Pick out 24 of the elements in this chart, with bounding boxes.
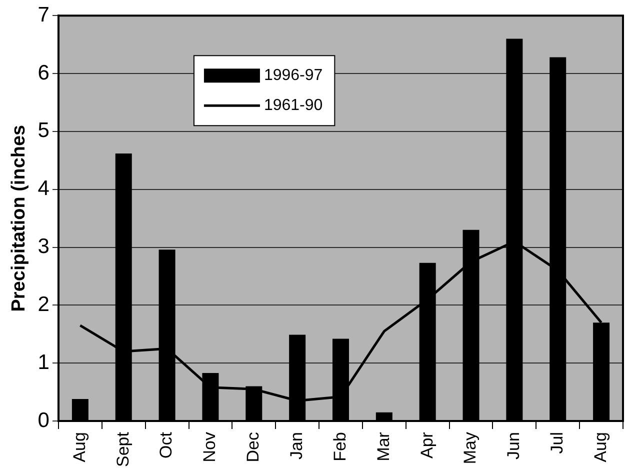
legend-label: 1996-97 <box>264 67 323 84</box>
y-tick-label: 3 <box>38 235 50 258</box>
x-tick-label: Aug <box>590 432 610 462</box>
x-tick-label: Mar <box>374 432 393 462</box>
y-tick-label: 6 <box>38 61 50 84</box>
y-tick-label: 2 <box>38 292 50 316</box>
x-tick-label: Apr <box>417 432 436 458</box>
x-tick-label: Feb <box>330 432 350 462</box>
y-tick-label: 4 <box>38 177 50 200</box>
x-tick-label: Sept <box>113 432 132 468</box>
x-tick-label: Aug <box>70 432 89 462</box>
x-tick-label: Jan <box>287 432 306 460</box>
x-tick-label: May <box>460 432 480 464</box>
y-tick-label: 0 <box>38 408 50 432</box>
legend-label: 1961-90 <box>264 97 323 114</box>
x-tick-label: Oct <box>156 432 176 458</box>
y-tick-label: 5 <box>38 119 50 142</box>
y-axis-title: Precipitation (inches <box>8 124 30 312</box>
x-tick-label: Jul <box>548 432 567 454</box>
y-tick-label: 7 <box>38 3 50 26</box>
x-tick-label: Nov <box>200 432 220 462</box>
x-tick-label: Jun <box>504 432 524 460</box>
y-tick-label: 1 <box>38 350 50 374</box>
x-tick-label: Dec <box>244 432 263 462</box>
